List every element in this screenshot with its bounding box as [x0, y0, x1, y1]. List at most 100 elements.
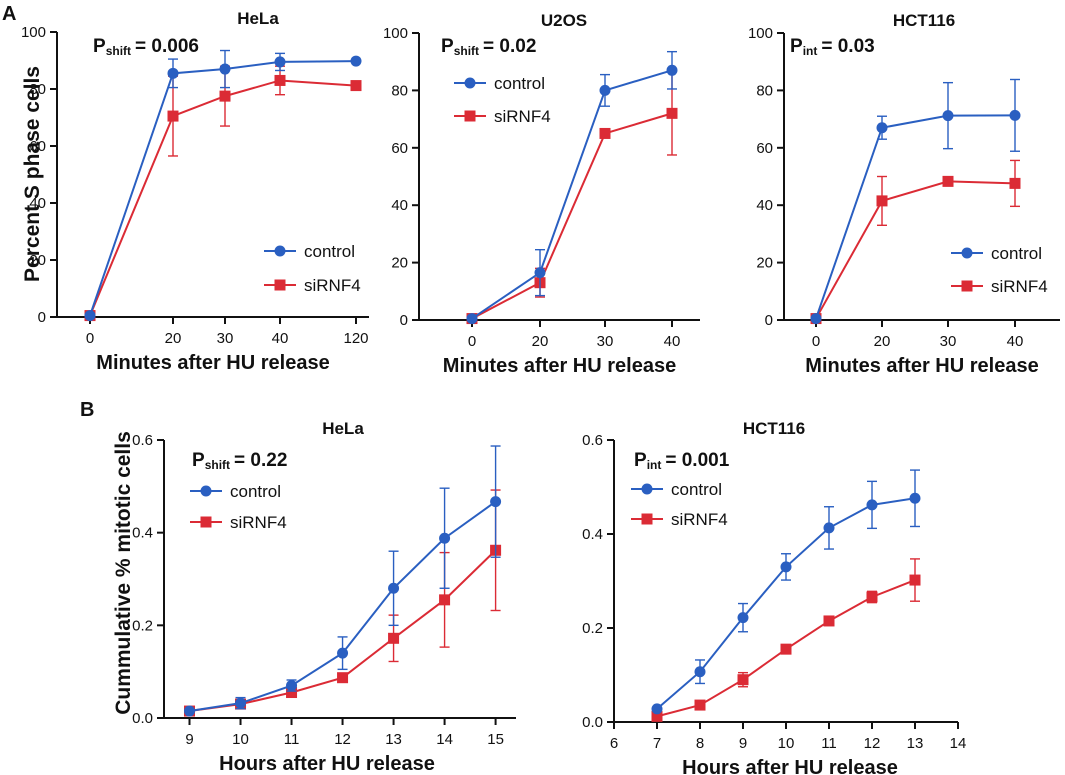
siRNF4-point-0	[651, 710, 663, 722]
x-tick-label: 14	[436, 731, 453, 748]
siRNF4-point-legend	[200, 516, 212, 528]
control-point-legend	[464, 77, 476, 89]
y-tick-label: 40	[29, 195, 46, 212]
legend-label-siRNF4: siRNF4	[304, 276, 361, 295]
legend-item-siRNF4: siRNF4	[264, 276, 361, 295]
siRNF4-point-legend	[641, 513, 653, 525]
series-control	[184, 445, 502, 717]
legend: control siRNF4	[454, 74, 551, 126]
x-tick-label: 9	[739, 735, 747, 752]
chart-title: HCT116	[893, 11, 955, 30]
panel-label-b: B	[80, 399, 94, 421]
legend-label-siRNF4: siRNF4	[230, 513, 287, 532]
y-axis-label: Cummulative % mitotic cells	[112, 431, 135, 715]
legend-item-siRNF4: siRNF4	[454, 107, 551, 126]
legend-label-siRNF4: siRNF4	[494, 107, 551, 126]
x-tick-label: 20	[165, 330, 182, 347]
chart-title: HeLa	[322, 419, 364, 438]
x-axis-label: Minutes after HU release	[443, 355, 676, 377]
y-tick-label: 0.6	[132, 432, 153, 449]
siRNF4-point-legend	[274, 279, 286, 291]
y-tick-label: 20	[29, 252, 46, 269]
siRNF4-point-2	[737, 674, 749, 686]
legend-item-control: control	[264, 242, 355, 261]
siRNF4-line	[471, 112, 673, 320]
control-point-6	[490, 496, 502, 508]
siRNF4-point-2	[219, 90, 231, 102]
control-point-4	[388, 582, 400, 594]
control-point-0	[84, 310, 96, 322]
siRNF4-point-4	[823, 615, 835, 627]
legend-label-control: control	[230, 482, 281, 501]
legend: control siRNF4	[951, 244, 1048, 296]
control-point-0	[651, 703, 663, 715]
x-axis-label: Minutes after HU release	[805, 355, 1038, 377]
x-axis-label: Minutes after HU release	[96, 352, 329, 374]
control-point-5	[439, 532, 451, 544]
x-tick-label: 20	[532, 333, 549, 350]
chart-b1: 0.0 0.2 0.4 0.6 9 10 11 12 13 14 15 Hours after HU …	[112, 419, 516, 775]
x-tick-label: 11	[821, 735, 837, 752]
y-tick-label: 60	[29, 138, 46, 155]
siRNF4-point-3	[780, 643, 792, 655]
x-tick-label: 10	[232, 731, 249, 748]
siRNF4-point-legend	[961, 280, 973, 292]
x-tick-label: 6	[610, 735, 618, 752]
legend-label-control: control	[671, 480, 722, 499]
x-tick-label: 14	[950, 735, 967, 752]
chart-title: HCT116	[743, 419, 805, 438]
x-tick-label: 40	[1007, 333, 1024, 350]
chart-a2: 0 20 40 60 80 100 0 20 30 40 Minutes after HU rele…	[383, 11, 700, 377]
x-tick-label: 9	[185, 731, 193, 748]
series-control	[651, 469, 921, 715]
control-point-3	[780, 561, 792, 573]
siRNF4-point-3	[666, 107, 678, 119]
legend-item-control: control	[631, 480, 722, 499]
x-tick-label: 13	[385, 731, 402, 748]
x-tick-label: 13	[907, 735, 924, 752]
siRNF4-point-1	[167, 110, 179, 122]
siRNF4-point-4	[388, 632, 400, 644]
x-tick-label: 12	[864, 735, 881, 752]
control-point-3	[666, 64, 678, 76]
siRNF4-point-2	[286, 687, 298, 699]
control-line	[471, 69, 673, 320]
x-tick-label: 20	[874, 333, 891, 350]
legend-label-siRNF4: siRNF4	[991, 277, 1048, 296]
legend-label-control: control	[494, 74, 545, 93]
p-value-annotation: Pshift = 0.02	[441, 36, 536, 58]
y-tick-label: 0.4	[132, 525, 153, 542]
siRNF4-point-4	[350, 80, 362, 92]
siRNF4-point-1	[876, 195, 888, 207]
p-value-annotation: Pshift = 0.006	[93, 36, 199, 58]
y-tick-label: 0.0	[132, 710, 153, 727]
control-point-1	[167, 67, 179, 79]
control-point-0	[184, 705, 196, 717]
x-tick-label: 8	[696, 735, 704, 752]
legend-label-control: control	[991, 244, 1042, 263]
siRNF4-point-3	[274, 74, 286, 86]
y-tick-label: 0.2	[582, 620, 603, 637]
control-point-legend	[200, 485, 212, 497]
y-tick-label: 40	[756, 197, 773, 214]
x-tick-label: 30	[217, 330, 234, 347]
siRNF4-point-5	[866, 591, 878, 603]
y-tick-label: 100	[21, 24, 46, 41]
y-tick-label: 0.2	[132, 617, 153, 634]
series-control	[466, 50, 678, 325]
y-tick-label: 0	[38, 309, 46, 326]
siRNF4-point-2	[942, 175, 954, 187]
y-tick-label: 60	[756, 140, 773, 157]
x-tick-label: 0	[468, 333, 476, 350]
chart-title: HeLa	[237, 9, 279, 28]
control-point-4	[823, 522, 835, 534]
control-point-2	[599, 84, 611, 96]
x-tick-label: 10	[778, 735, 795, 752]
siRNF4-point-legend	[464, 110, 476, 122]
control-point-0	[466, 313, 478, 325]
control-point-4	[350, 55, 362, 67]
control-point-0	[810, 313, 822, 325]
control-point-1	[534, 267, 546, 279]
x-tick-label: 30	[940, 333, 957, 350]
legend-item-control: control	[454, 74, 545, 93]
